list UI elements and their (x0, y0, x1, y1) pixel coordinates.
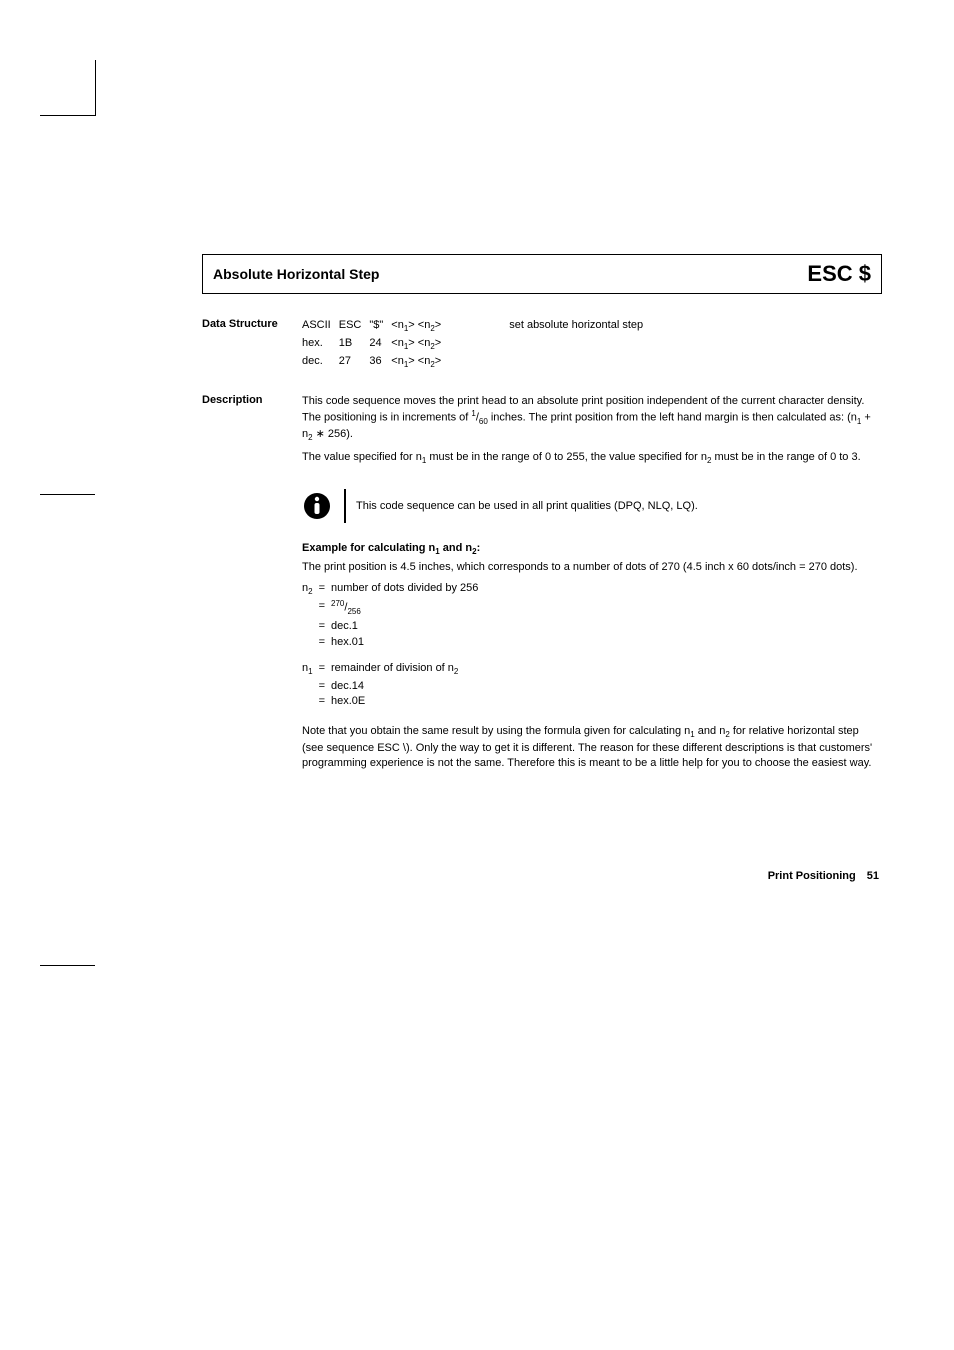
table-row: = 270/256 (302, 599, 484, 619)
table-row: = dec.14 (302, 679, 464, 695)
info-note: This code sequence can be used in all pr… (302, 489, 882, 523)
cell: n1 (302, 661, 319, 679)
cell: ASCII (302, 318, 339, 336)
cell: set absolute horizontal step (449, 318, 651, 336)
cell: hex.01 (331, 635, 484, 651)
cell: hex. (302, 336, 339, 354)
cell (449, 336, 651, 354)
cell: 1B (339, 336, 370, 354)
info-icon (302, 491, 332, 521)
cell: 270/256 (331, 599, 484, 619)
table-row: hex. 1B 24 <n1> <n2> (302, 336, 651, 354)
example-intro: The print position is 4.5 inches, which … (302, 560, 882, 575)
cell: = (319, 599, 331, 619)
cell: 24 (369, 336, 391, 354)
section-body: ASCII ESC "$" <n1> <n2> set absolute hor… (302, 318, 882, 372)
cell: number of dots divided by 256 (331, 581, 484, 599)
footer-label: Print Positioning (768, 870, 856, 882)
cell: = (319, 661, 331, 679)
table-row: dec. 27 36 <n1> <n2> (302, 354, 651, 372)
cell: = (319, 619, 331, 635)
crop-mark (40, 60, 96, 116)
cell: <n1> <n2> (391, 318, 449, 336)
paragraph: The value specified for n1 must be in th… (302, 450, 882, 467)
crop-mark (40, 965, 95, 966)
cell: = (319, 694, 331, 710)
table-row: ASCII ESC "$" <n1> <n2> set absolute hor… (302, 318, 651, 336)
calc-n1: n1 = remainder of division of n2 = dec.1… (302, 661, 464, 711)
description-section: Description This code sequence moves the… (202, 394, 882, 467)
table-row: n1 = remainder of division of n2 (302, 661, 464, 679)
cell: dec.1 (331, 619, 484, 635)
crop-mark (40, 494, 95, 495)
data-structure-section: Data Structure ASCII ESC "$" <n1> <n2> s… (202, 318, 882, 372)
cell: <n1> <n2> (391, 336, 449, 354)
info-text: This code sequence can be used in all pr… (356, 500, 698, 512)
example-note: Note that you obtain the same result by … (302, 724, 882, 771)
cell: remainder of division of n2 (331, 661, 464, 679)
title-right: ESC $ (807, 261, 871, 287)
content-area: Absolute Horizontal Step ESC $ Data Stru… (202, 254, 882, 771)
cell: = (319, 635, 331, 651)
cell: n2 (302, 581, 319, 599)
title-box: Absolute Horizontal Step ESC $ (202, 254, 882, 294)
table-row: = hex.0E (302, 694, 464, 710)
section-label: Data Structure (202, 318, 302, 372)
table-row: n2 = number of dots divided by 256 (302, 581, 484, 599)
data-structure-table: ASCII ESC "$" <n1> <n2> set absolute hor… (302, 318, 651, 372)
cell: ESC (339, 318, 370, 336)
table-row: = hex.01 (302, 635, 484, 651)
calc-n2: n2 = number of dots divided by 256 = 270… (302, 581, 484, 650)
cell: dec. (302, 354, 339, 372)
cell: = (319, 581, 331, 599)
cell: <n1> <n2> (391, 354, 449, 372)
example-section: Example for calculating n1 and n2: The p… (302, 541, 882, 770)
cell (449, 354, 651, 372)
cell: = (319, 679, 331, 695)
page-footer: Print Positioning 51 (768, 870, 879, 882)
section-label: Description (202, 394, 302, 467)
example-heading: Example for calculating n1 and n2: (302, 541, 882, 558)
section-body: This code sequence moves the print head … (302, 394, 882, 467)
cell: "$" (369, 318, 391, 336)
cell: 27 (339, 354, 370, 372)
info-divider (344, 489, 346, 523)
paragraph: This code sequence moves the print head … (302, 394, 882, 444)
cell: 36 (369, 354, 391, 372)
title-left: Absolute Horizontal Step (213, 266, 379, 282)
footer-page-number: 51 (867, 870, 879, 882)
page: Absolute Horizontal Step ESC $ Data Stru… (0, 0, 954, 1350)
table-row: = dec.1 (302, 619, 484, 635)
cell: dec.14 (331, 679, 464, 695)
cell: hex.0E (331, 694, 464, 710)
